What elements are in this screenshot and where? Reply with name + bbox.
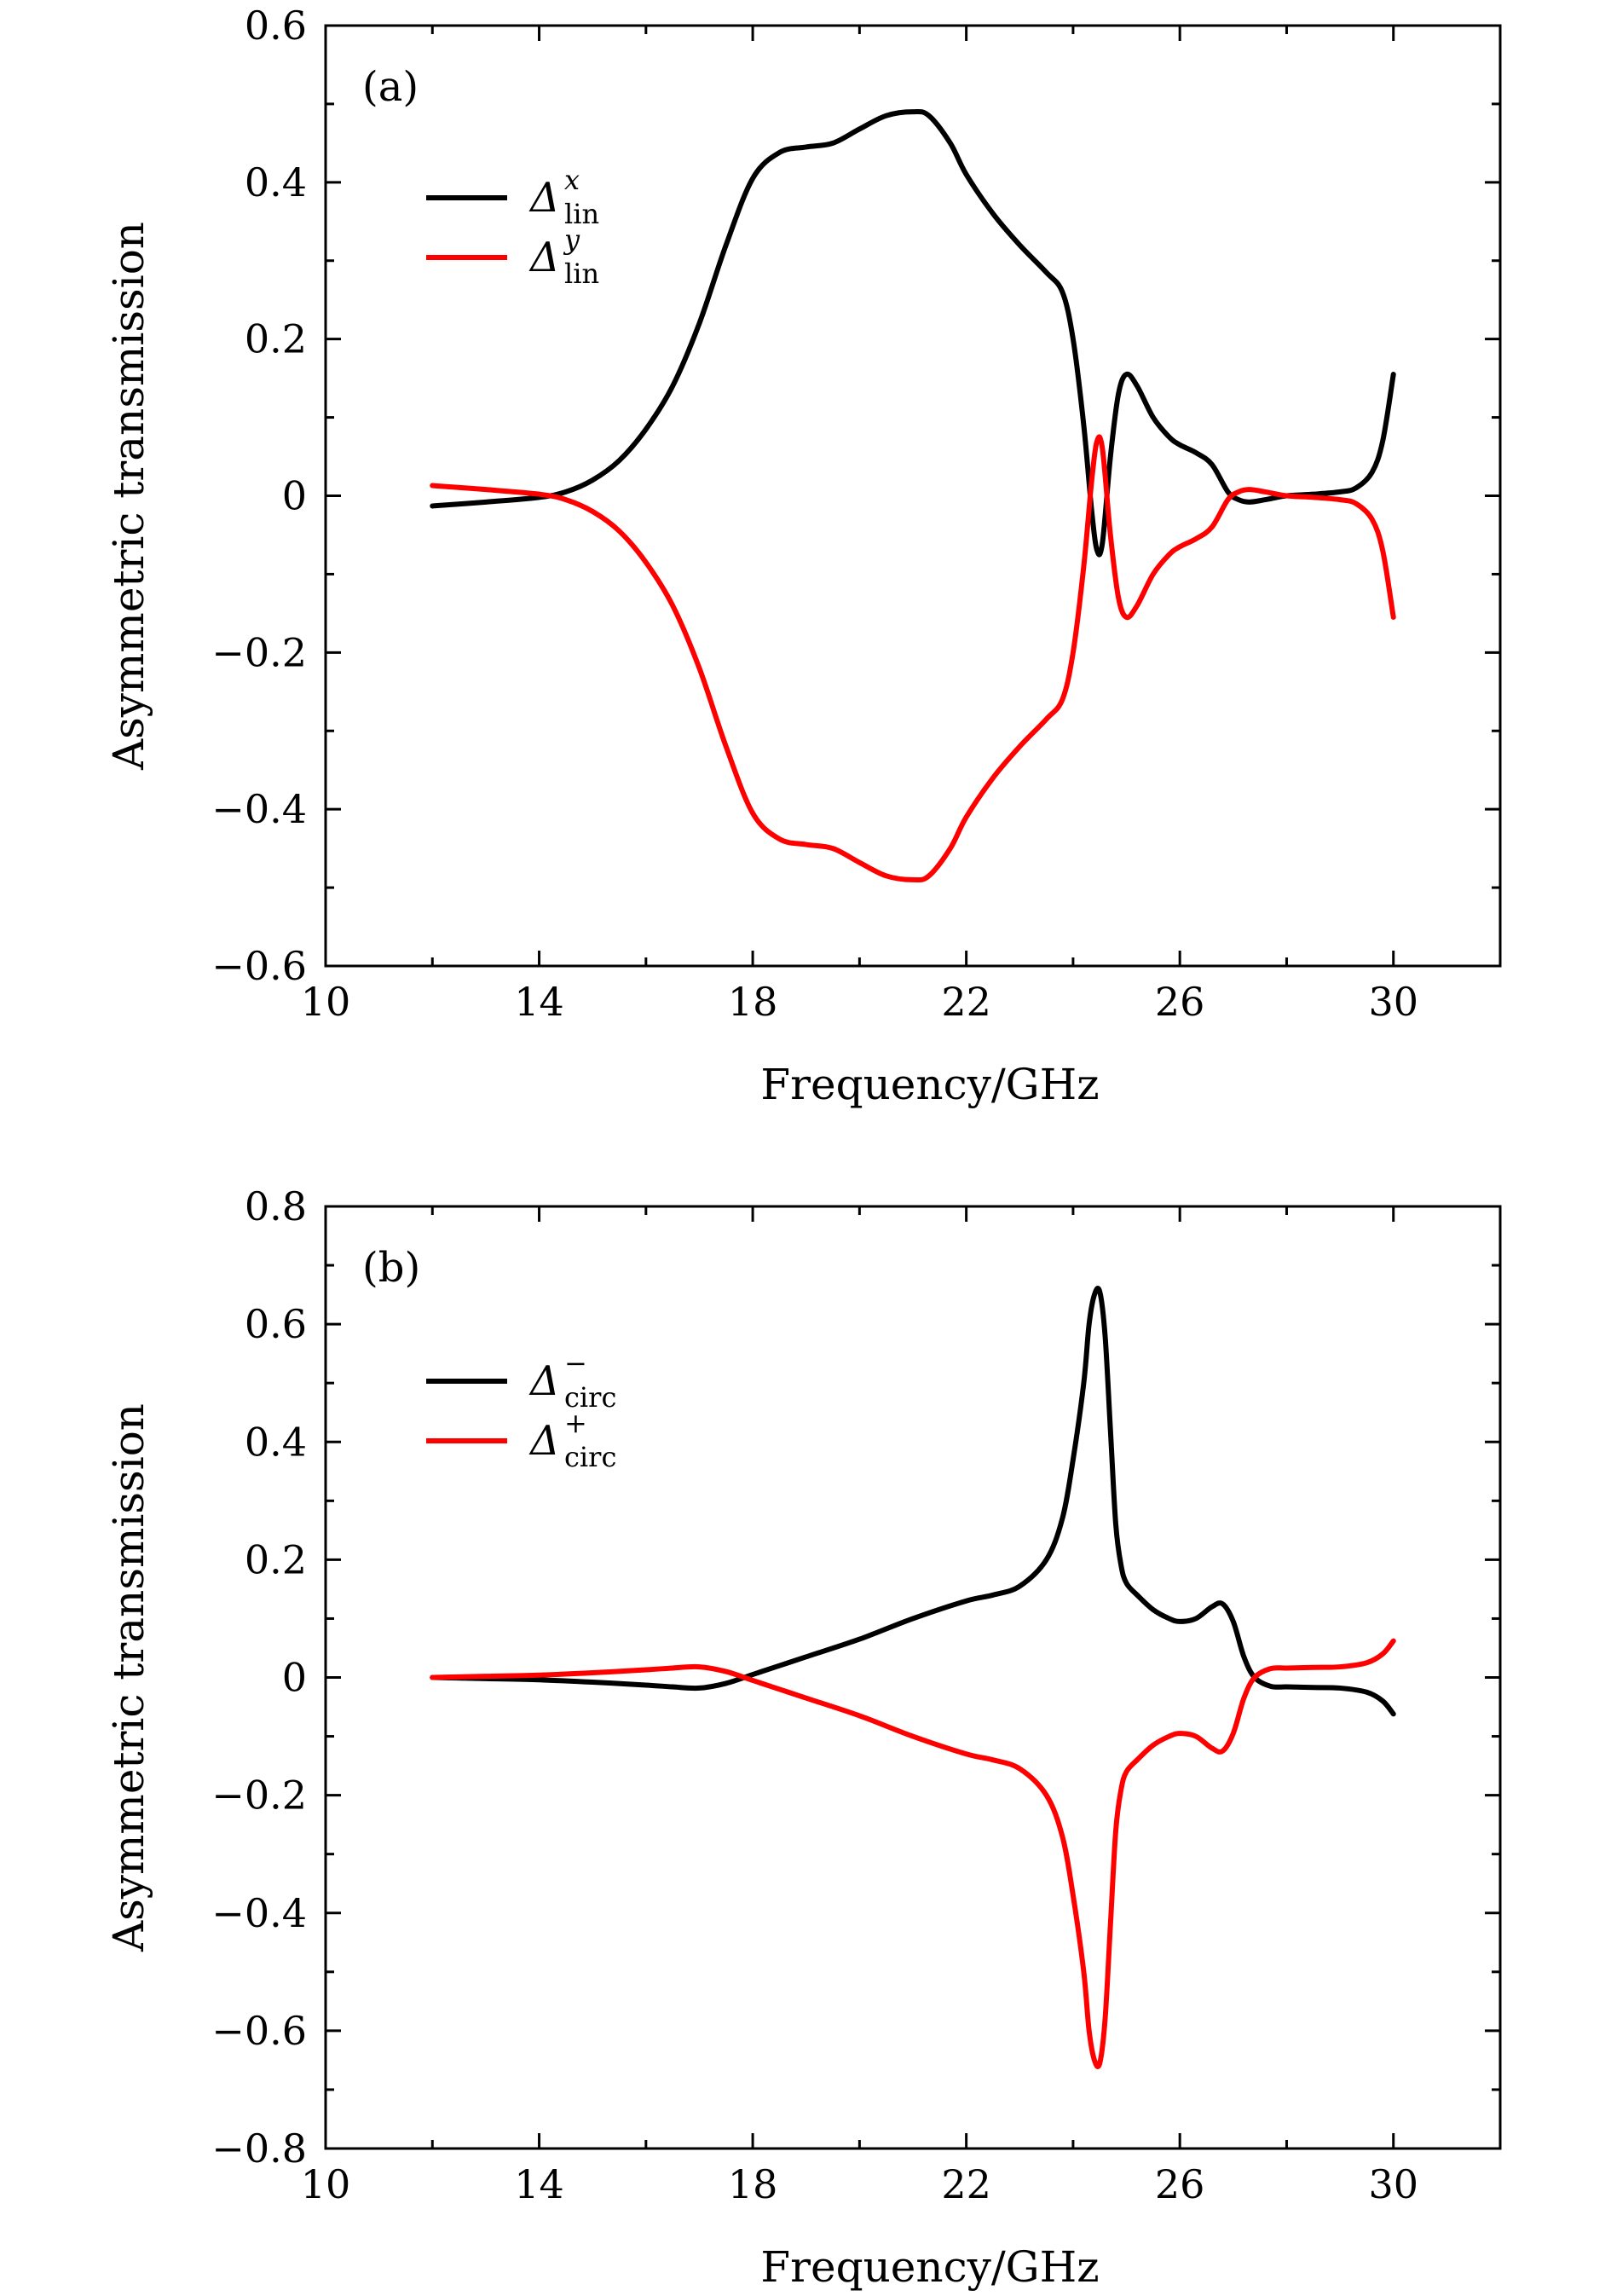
y-axis-title: Asymmetric transmission	[104, 222, 153, 771]
legend-subscript: circ	[564, 1441, 616, 1473]
legend-subscript: lin	[564, 198, 599, 230]
legend-label: Δ	[528, 1417, 560, 1465]
x-tick-label: 14	[514, 2161, 564, 2207]
y-tick-label: −0.6	[211, 943, 307, 989]
y-tick-label: 0	[282, 473, 307, 519]
x-tick-label: 30	[1368, 2161, 1418, 2207]
legend-label: Δ	[528, 1357, 560, 1405]
y-tick-label: −0.2	[211, 1773, 307, 1819]
panel-label: (b)	[362, 1244, 420, 1292]
legend-superscript: x	[564, 164, 580, 196]
legend-superscript: −	[564, 1347, 587, 1379]
chart-panel-b: 10 14 18 22 26 30 0.8 0.6 0.4 0.2 0 −0.2 −0.4 −0.6 −0.…	[104, 1183, 1502, 2292]
x-tick-label: 26	[1155, 2161, 1205, 2207]
series-line-1	[430, 108, 1396, 558]
x-tick-label: 10	[301, 979, 351, 1025]
y-axis-title: Asymmetric transmission	[104, 1403, 153, 1952]
chart-panel-a: 10 14 18 22 26 30 0.6 0.4 0.2 0 −0.2 −0.4 −0.6 Freque…	[104, 3, 1502, 1109]
x-tick-label: 18	[728, 979, 778, 1025]
x-tick-label: 30	[1368, 979, 1418, 1025]
legend-superscript: y	[563, 223, 580, 256]
y-tick-label: 0	[282, 1655, 307, 1701]
y-tick-label: 0.6	[245, 3, 307, 49]
panel-label: (a)	[362, 63, 419, 111]
y-tick-label: 0.4	[245, 159, 307, 205]
series-line-2	[430, 1638, 1396, 2069]
y-tick-label: −0.8	[211, 2125, 307, 2172]
y-tick-label: 0.2	[245, 1536, 307, 1582]
x-tick-label: 18	[728, 2161, 778, 2207]
x-tick-label: 22	[941, 979, 991, 1025]
x-axis-title: Frequency/GHz	[760, 1060, 1099, 1109]
legend-superscript: +	[564, 1407, 587, 1439]
legend-subscript: lin	[564, 257, 599, 290]
y-tick-label: 0.4	[245, 1419, 307, 1465]
legend-label: Δ	[528, 174, 560, 222]
x-axis-title: Frequency/GHz	[760, 2242, 1099, 2292]
y-tick-label: 0.8	[245, 1183, 307, 1229]
y-tick-label: −0.6	[211, 2008, 307, 2054]
x-tick-label: 14	[514, 979, 564, 1025]
x-tick-label: 22	[941, 2161, 991, 2207]
y-tick-label: −0.4	[211, 786, 307, 832]
x-tick-label: 10	[301, 2161, 351, 2207]
x-tick-label: 26	[1155, 979, 1205, 1025]
y-tick-label: −0.4	[211, 1890, 307, 1936]
y-tick-label: −0.2	[211, 629, 307, 675]
series-line-2	[430, 434, 1396, 883]
y-tick-label: 0.2	[245, 316, 307, 362]
y-tick-label: 0.6	[245, 1301, 307, 1347]
legend-subscript: circ	[564, 1381, 616, 1414]
legend-label: Δ	[528, 234, 560, 281]
